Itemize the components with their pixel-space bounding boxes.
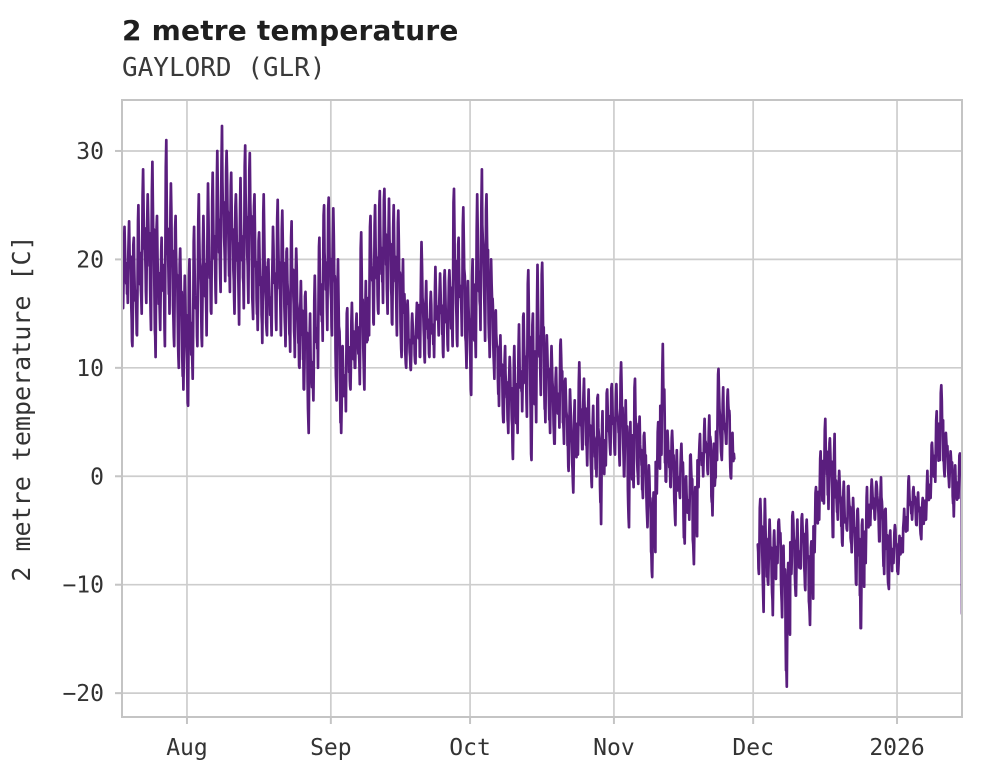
chart-subtitle: GAYLORD (GLR) <box>122 53 326 83</box>
series-layer <box>122 124 962 688</box>
y-tick-label: 0 <box>90 464 104 490</box>
y-tick-label: 10 <box>76 356 104 382</box>
x-tick-label: Dec <box>732 735 774 761</box>
y-tick-label: −10 <box>62 573 104 599</box>
x-tick-label: Oct <box>449 735 491 761</box>
x-tick-label: Sep <box>310 735 352 761</box>
axis-layer: 30 20 10 0 −10 −20 Aug Sep Oct Nov Dec 2026 2 metre … <box>7 99 963 761</box>
y-axis-label: 2 metre temperature [C] <box>7 235 36 581</box>
x-tick-label: Aug <box>166 735 208 761</box>
y-tick-label: 30 <box>76 139 104 165</box>
y-tick-label: −20 <box>62 681 104 707</box>
chart-title: 2 metre temperature <box>122 14 459 47</box>
y-tick-label: 20 <box>76 247 104 273</box>
x-tick-label: 2026 <box>869 735 924 761</box>
plot-border <box>121 99 963 718</box>
temperature-series-line <box>122 124 736 579</box>
x-tick-label: Nov <box>593 735 635 761</box>
temperature-series-line <box>756 383 962 688</box>
